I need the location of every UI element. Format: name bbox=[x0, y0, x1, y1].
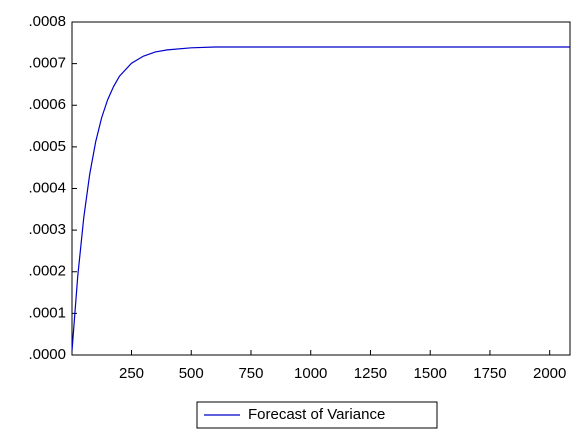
x-tick-label: 1000 bbox=[294, 365, 327, 382]
x-tick-label: 750 bbox=[238, 365, 263, 382]
x-tick-label: 1500 bbox=[414, 365, 447, 382]
x-tick-label: 1750 bbox=[473, 365, 506, 382]
y-tick-label: .0003 bbox=[28, 221, 66, 238]
y-tick-label: .0008 bbox=[28, 13, 66, 30]
legend-label: Forecast of Variance bbox=[248, 406, 385, 423]
x-tick-label: 250 bbox=[119, 365, 144, 382]
y-tick-label: .0004 bbox=[28, 179, 66, 196]
x-tick-label: 2000 bbox=[533, 365, 566, 382]
y-tick-label: .0002 bbox=[28, 263, 66, 280]
x-tick-label: 1250 bbox=[354, 365, 387, 382]
plot-frame bbox=[71, 21, 571, 356]
y-tick-label: .0000 bbox=[28, 346, 66, 363]
y-tick-label: .0005 bbox=[28, 138, 66, 155]
x-tick-label: 500 bbox=[179, 365, 204, 382]
y-tick-label: .0001 bbox=[28, 304, 66, 321]
series-line bbox=[71, 46, 570, 351]
y-tick-label: .0006 bbox=[28, 96, 66, 113]
y-tick-label: .0007 bbox=[28, 55, 66, 72]
